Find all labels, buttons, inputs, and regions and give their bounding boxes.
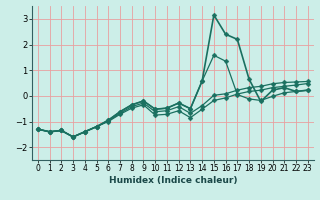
- X-axis label: Humidex (Indice chaleur): Humidex (Indice chaleur): [108, 176, 237, 185]
